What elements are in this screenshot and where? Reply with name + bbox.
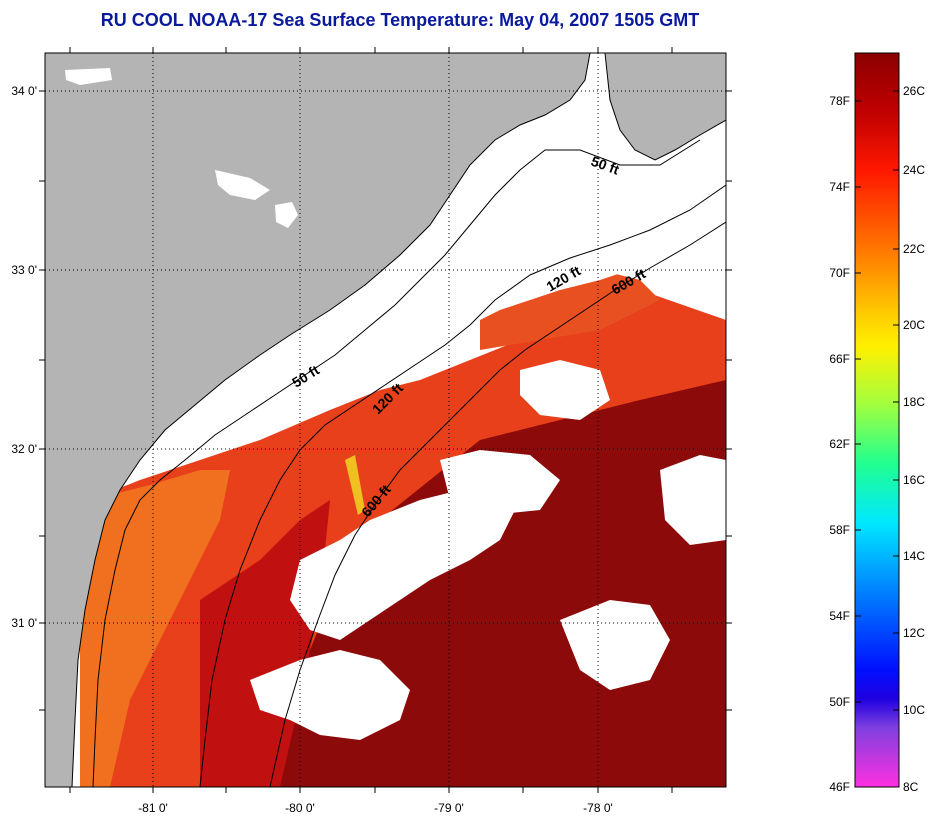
colorbar-c-label: 16C [903, 473, 925, 487]
lat-label: 31 0' [11, 616, 37, 630]
colorbar-c-label: 22C [903, 242, 925, 256]
graticule [45, 53, 726, 787]
lon-label: -81 0' [138, 801, 168, 815]
cloud-region [250, 650, 410, 740]
cloud-region [520, 360, 610, 420]
cloud-region [560, 600, 670, 690]
isobath-50ft [92, 139, 701, 787]
colorbar-c-label: 10C [903, 703, 925, 717]
sst-coastal-orange [80, 470, 230, 787]
sst-yellow-front [345, 455, 365, 515]
map-title: RU COOL NOAA-17 Sea Surface Temperature:… [100, 10, 700, 30]
colorbar-f-label: 58F [829, 523, 850, 537]
colorbar-c-label: 8C [903, 780, 919, 794]
colorbar-c-label: 20C [903, 318, 925, 332]
colorbar-f-label: 62F [829, 437, 850, 451]
axis-ticks [39, 47, 732, 793]
colorbar-c-label: 18C [903, 395, 925, 409]
colorbar-c-label: 12C [903, 626, 925, 640]
isobath-120ft [199, 184, 726, 787]
colorbar-f-label: 46F [829, 780, 850, 794]
colorbar-f-label: 50F [829, 695, 850, 709]
land [605, 53, 726, 160]
inland-lake [275, 202, 298, 228]
colorbar-c-label: 14C [903, 549, 925, 563]
colorbar-f-label: 74F [829, 180, 850, 194]
isobath-600ft [269, 221, 726, 787]
map-border [44, 52, 727, 788]
lat-label: 32 0' [11, 442, 37, 456]
lon-label: -79 0' [434, 801, 464, 815]
colorbar [854, 52, 900, 788]
cloud-region [290, 480, 520, 640]
colorbar-f-label: 78F [829, 94, 850, 108]
colorbar-f-label: 66F [829, 352, 850, 366]
colorbar-f-label: 70F [829, 266, 850, 280]
colorbar-ticks [855, 90, 899, 711]
colorbar-c-label: 26C [903, 84, 925, 98]
coastline [71, 53, 591, 787]
lon-label: -78 0' [583, 801, 613, 815]
cloud-region [660, 455, 726, 545]
inland-lake [215, 170, 270, 200]
colorbar-c-label: 24C [903, 163, 925, 177]
cloud-region [440, 450, 560, 515]
land [45, 53, 590, 787]
lon-label: -80 0' [285, 801, 315, 815]
lat-label: 33 0' [11, 263, 37, 277]
coastline [604, 53, 726, 161]
colorbar-f-label: 54F [829, 609, 850, 623]
map-layers [45, 53, 726, 787]
inland-lake [65, 68, 112, 85]
lat-label: 34 0' [11, 84, 37, 98]
